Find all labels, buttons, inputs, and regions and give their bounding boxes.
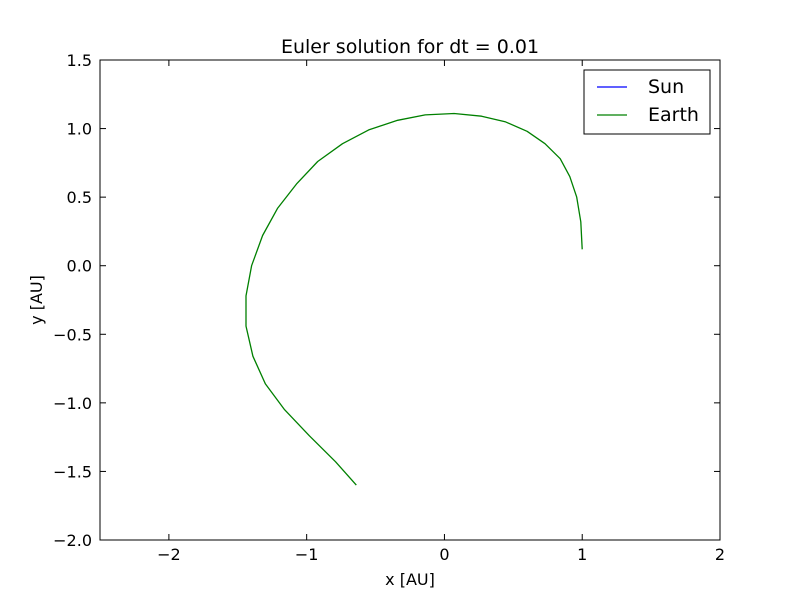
chart-title: Euler solution for dt = 0.01 — [281, 36, 539, 58]
x-tick-label: −1 — [295, 545, 319, 564]
y-tick-label: 0.5 — [67, 188, 92, 207]
x-tick-label: 0 — [439, 545, 449, 564]
y-tick-label: −1.0 — [53, 394, 92, 413]
legend-label-earth: Earth — [648, 104, 699, 126]
plot-frame — [99, 59, 721, 541]
y-tick-label: −2.0 — [53, 531, 92, 550]
y-tick-label: −1.5 — [53, 462, 92, 481]
x-tick-label: 2 — [715, 545, 725, 564]
series-layer — [245, 112, 583, 486]
ticks-layer: −2 −1 0 1 2 −2.0 −1.5 −1.0 −0.5 0.0 0.5 1.0 1.5 — [53, 51, 725, 564]
x-axis-label: x [AU] — [385, 570, 435, 589]
y-tick-label: 1.5 — [67, 51, 92, 70]
legend: Sun Earth — [583, 69, 711, 135]
y-tick-label: 1.0 — [67, 120, 92, 139]
y-tick-label: 0.0 — [67, 257, 92, 276]
y-tick-label: −0.5 — [53, 325, 92, 344]
x-tick-label: −2 — [157, 545, 181, 564]
legend-label-sun: Sun — [648, 76, 684, 98]
legend-box — [583, 69, 711, 135]
y-axis-label: y [AU] — [27, 275, 46, 325]
series-line-earth — [245, 112, 583, 486]
x-tick-label: 1 — [577, 545, 587, 564]
